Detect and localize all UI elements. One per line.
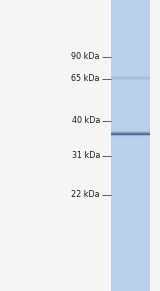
Text: 65 kDa: 65 kDa: [72, 74, 100, 83]
Text: 40 kDa: 40 kDa: [72, 116, 100, 125]
Text: 22 kDa: 22 kDa: [71, 191, 100, 199]
Bar: [111, 0, 150, 291]
Text: 90 kDa: 90 kDa: [72, 52, 100, 61]
Text: 31 kDa: 31 kDa: [72, 151, 100, 160]
